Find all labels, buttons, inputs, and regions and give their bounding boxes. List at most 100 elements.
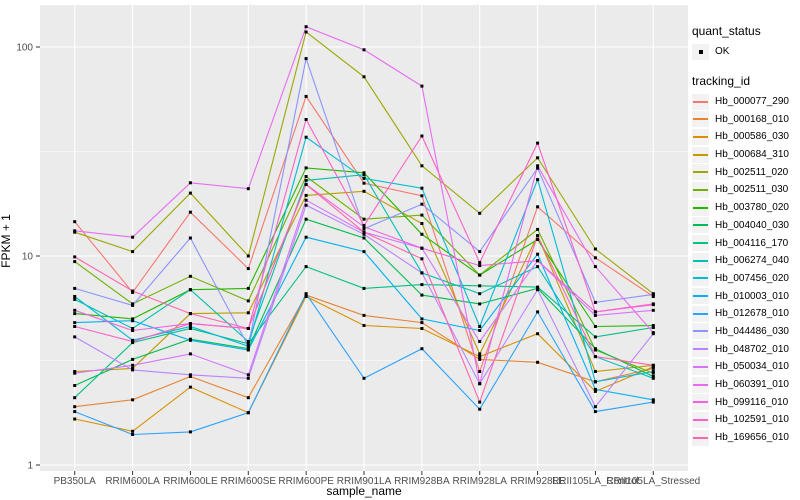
series-color-line-icon [693,295,708,298]
data-point [362,176,366,180]
data-point [246,286,250,290]
data-point [536,310,540,314]
data-point [362,224,366,227]
legend-item-label: Hb_000168_010 [715,113,789,125]
data-point [651,371,655,375]
legend-title-quant-status: quant_status [692,24,761,38]
data-point [593,410,597,414]
legend-key-swatch [692,341,709,358]
data-point [73,220,77,224]
legend-key-swatch [692,305,709,322]
data-point [651,308,655,312]
series-color-line-icon [693,135,708,138]
legend-item-tracking: Hb_000684_310 [692,146,798,164]
series-color-line-icon [693,418,708,421]
legend-item-label: Hb_102591_010 [715,414,789,426]
data-point [420,257,424,261]
legend-gap [692,61,798,74]
data-point [362,230,366,234]
legend-key-swatch [692,394,709,411]
data-point [536,238,540,241]
series-color-line-icon [693,383,708,386]
data-point [246,327,250,330]
data-point [420,293,424,297]
data-point [536,156,540,160]
legend-key-swatch [692,164,709,181]
data-point [73,325,77,328]
data-point [246,267,250,271]
data-point [73,371,77,375]
legend-item-tracking: Hb_002511_030 [692,181,798,199]
legend-item-tracking: Hb_050034_010 [692,358,798,376]
series-color-line-icon [693,171,708,174]
legend-key-swatch [692,323,709,340]
data-point [188,373,192,377]
data-point [246,299,250,303]
data-point [131,433,135,436]
legend-item-tracking: Hb_048702_010 [692,340,798,358]
data-point [593,247,597,251]
legend-key-quant [692,43,709,60]
series-color-line-icon [693,348,708,351]
data-point [478,250,482,254]
data-point [536,285,540,289]
legend-item-tracking: Hb_010003_010 [692,287,798,305]
data-point [246,254,250,258]
legend-key-swatch [692,288,709,305]
data-point [593,380,597,384]
data-point [304,25,308,29]
data-point [73,410,77,414]
data-point [73,255,77,259]
series-color-line-icon [693,436,708,439]
series-color-line-icon [693,188,708,191]
data-point [478,407,482,411]
data-point [651,400,655,404]
series-color-line-icon [693,242,708,245]
data-point [420,194,424,198]
x-tick-label: RRII105LA_Stressed [606,476,700,487]
data-point [593,256,597,260]
data-point [73,335,77,339]
y-tick-label: 100 [16,43,33,54]
data-point [304,118,308,121]
data-point [362,232,366,236]
data-point [304,265,308,269]
data-point [73,321,77,325]
series-color-line-icon [693,401,708,404]
data-point [420,327,424,330]
data-point [651,326,655,329]
data-point [131,289,135,293]
data-point [536,166,540,170]
data-point [362,171,366,175]
legend-item-tracking: Hb_000168_010 [692,110,798,128]
y-axis-title: FPKM + 1 [0,214,13,268]
data-point [651,398,655,402]
data-point [73,405,77,409]
data-point [188,338,192,342]
data-point [536,141,540,145]
data-point [478,284,482,288]
data-point [188,312,192,316]
data-point [478,273,482,277]
legend-item-label: Hb_010003_010 [715,290,789,302]
data-point [478,264,482,268]
legend-key-swatch [692,376,709,393]
data-point [420,222,424,225]
data-point [188,430,192,434]
data-point [536,360,540,364]
data-point [651,375,655,378]
legend-item-label: Hb_003780_020 [715,202,789,214]
legend-series-list: Hb_000077_290 Hb_000168_010 Hb_000586_030 H… [692,93,798,447]
data-point [593,387,597,391]
data-point [651,376,655,380]
data-point [478,355,482,359]
data-point [131,357,135,361]
x-tick-label: PB350LA [54,476,97,487]
y-tick-label: 1 [27,461,33,472]
data-point [188,236,192,240]
data-point [362,48,366,52]
data-point [536,227,540,231]
data-point [188,375,192,378]
data-point [478,329,482,332]
data-point [420,232,424,236]
